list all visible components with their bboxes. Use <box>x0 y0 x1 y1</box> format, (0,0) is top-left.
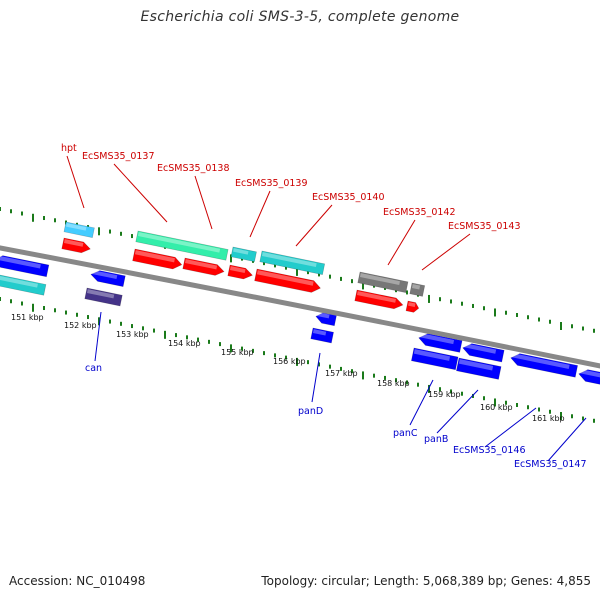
tick-label: 156 kbp <box>273 357 306 366</box>
cds-forward <box>254 268 321 293</box>
backbone-track <box>0 245 600 369</box>
gene-label: EcSMS35_0147 <box>514 459 587 470</box>
label-layer: 151 kbp 152 kbp 153 kbp 154 kbp 155 kbp 156 k… <box>11 143 587 470</box>
cds-forward <box>132 248 183 270</box>
cog-feature <box>0 273 47 296</box>
genome-stats-text: Topology: circular; Length: 5,068,389 bp… <box>261 574 591 588</box>
gene-label: panD <box>298 406 323 417</box>
tick-label: 160 kbp <box>480 403 513 412</box>
cds-forward <box>182 257 225 276</box>
label-leader-line <box>66 155 85 209</box>
gene-label: EcSMS35_0139 <box>235 178 308 189</box>
label-leader-line <box>113 163 168 223</box>
cds-reverse <box>578 369 600 387</box>
cog-feature <box>411 347 459 371</box>
gene-label: EcSMS35_0146 <box>453 445 526 456</box>
cds-reverse <box>90 270 126 287</box>
cog-feature <box>230 246 257 262</box>
cds-forward <box>61 237 91 254</box>
gene-label: hpt <box>61 143 77 154</box>
accession-text: Accession: NC_010498 <box>9 574 146 588</box>
tick-label: 161 kbp <box>532 414 565 423</box>
label-leader-line <box>194 175 213 230</box>
cog-feature <box>409 282 426 297</box>
cog-feature <box>259 250 326 275</box>
label-leader-line <box>311 352 321 403</box>
cog-feature <box>357 271 409 293</box>
tick-label: 151 kbp <box>11 313 44 322</box>
tick-label: 154 kbp <box>168 339 201 348</box>
cog-feature <box>310 327 334 344</box>
cds-reverse <box>510 353 578 378</box>
cog-feature <box>84 287 123 307</box>
cds-reverse <box>462 343 505 363</box>
tick-label: 155 kbp <box>221 348 254 357</box>
label-leader-line <box>249 190 271 238</box>
cds-forward <box>405 300 420 313</box>
tick-label: 152 kbp <box>64 321 97 330</box>
cog-feature <box>135 230 229 261</box>
cds-reverse <box>0 255 50 278</box>
tick-label: 157 kbp <box>325 369 358 378</box>
tick-label: 158 kbp <box>377 379 410 388</box>
gene-label: panC <box>393 428 418 439</box>
map-title: Escherichia coli SMS-3-5, complete genom… <box>140 9 460 25</box>
feature-layer <box>0 221 600 387</box>
gene-label: panB <box>424 434 448 445</box>
gene-label: EcSMS35_0137 <box>82 151 155 162</box>
tick-layer <box>0 207 595 423</box>
tick-label: 159 kbp <box>428 390 461 399</box>
gene-label: EcSMS35_0140 <box>312 192 385 203</box>
label-leader-line <box>421 233 471 271</box>
label-leader-line <box>94 311 102 362</box>
label-leader-line <box>409 379 434 426</box>
gene-label: can <box>85 363 102 374</box>
tick-label: 153 kbp <box>116 330 149 339</box>
cog-feature <box>456 357 502 380</box>
label-leader-line <box>484 407 537 448</box>
cds-reverse <box>315 312 337 327</box>
gene-label: EcSMS35_0142 <box>383 207 456 218</box>
cds-forward <box>354 289 404 310</box>
gene-label: EcSMS35_0143 <box>448 221 521 232</box>
label-leader-line <box>387 219 416 266</box>
label-leader-line <box>295 204 333 247</box>
gene-label: EcSMS35_0138 <box>157 163 230 174</box>
label-leader-line <box>547 417 587 462</box>
cog-feature <box>63 221 95 238</box>
label-leader-line <box>436 389 479 434</box>
cds-forward <box>227 264 253 280</box>
